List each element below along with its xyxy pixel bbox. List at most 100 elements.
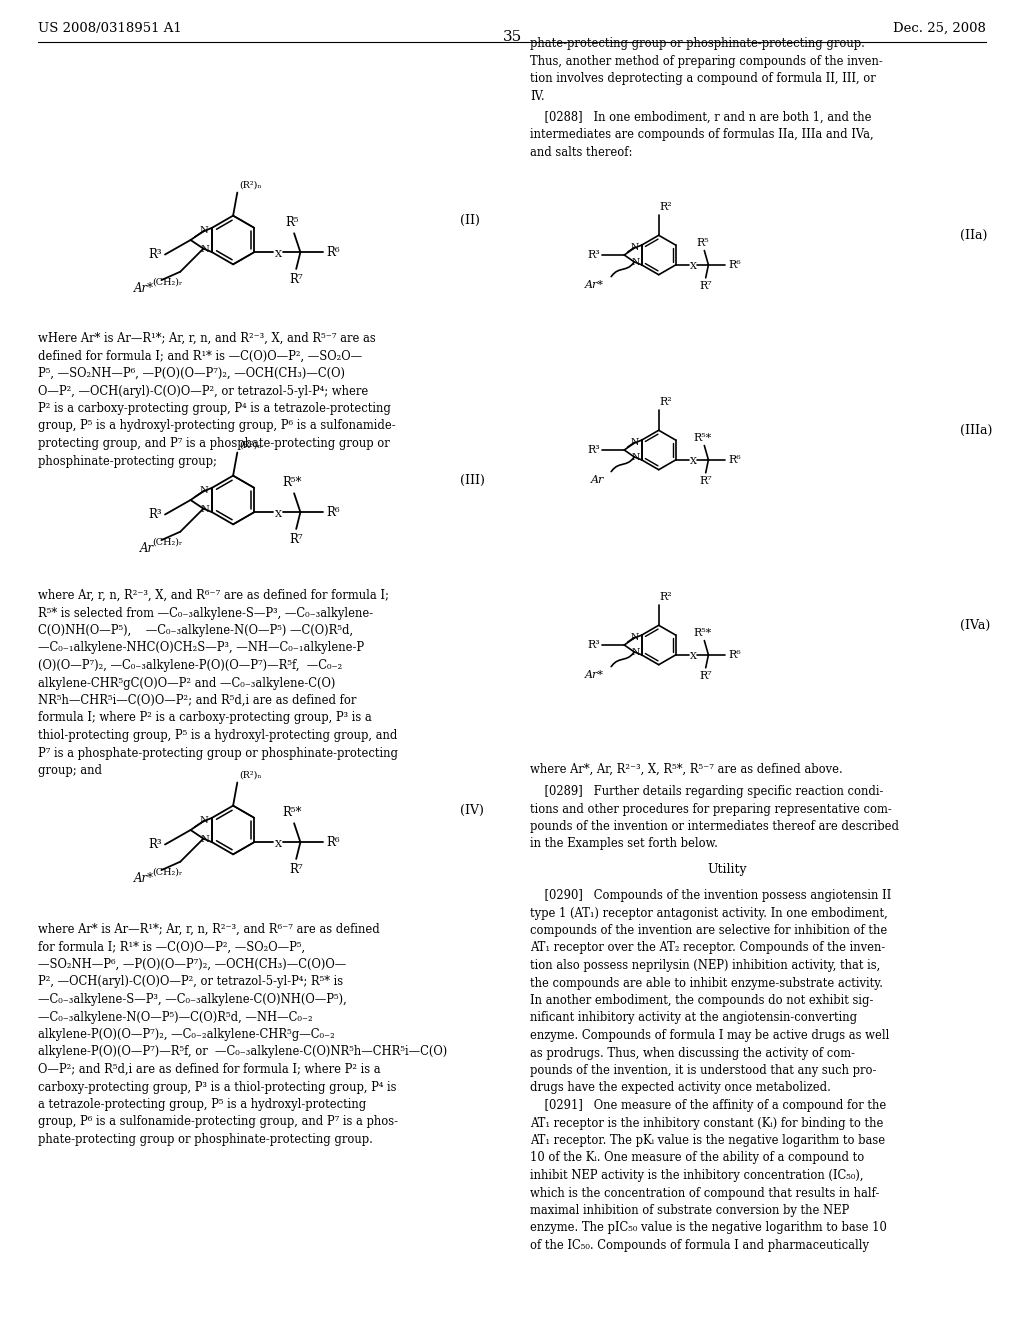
Text: R⁷: R⁷ (699, 475, 712, 486)
Text: In another embodiment, the compounds do not exhibit sig-: In another embodiment, the compounds do … (530, 994, 873, 1007)
Text: IV.: IV. (530, 90, 545, 103)
Text: alkylene-P(O)(O—P⁷)—R⁵f, or  —C₀₋₃alkylene-C(O)NR⁵h—CHR⁵i—C(O): alkylene-P(O)(O—P⁷)—R⁵f, or —C₀₋₃alkylen… (38, 1045, 447, 1059)
Text: —C₀₋₁alkylene-NHC(O)CH₂S—P³, —NH—C₀₋₁alkylene-P: —C₀₋₁alkylene-NHC(O)CH₂S—P³, —NH—C₀₋₁alk… (38, 642, 365, 655)
Text: formula I; where P² is a carboxy-protecting group, P³ is a: formula I; where P² is a carboxy-protect… (38, 711, 372, 725)
Text: N: N (199, 486, 208, 495)
Text: —C₀₋₃alkylene-N(O—P⁵)—C(O)R⁵d, —NH—C₀₋₂: —C₀₋₃alkylene-N(O—P⁵)—C(O)R⁵d, —NH—C₀₋₂ (38, 1011, 312, 1023)
Text: (O)(O—P⁷)₂, —C₀₋₃alkylene-P(O)(O—P⁷)—R⁵f,  —C₀₋₂: (O)(O—P⁷)₂, —C₀₋₃alkylene-P(O)(O—P⁷)—R⁵f… (38, 659, 342, 672)
Text: group, P⁵ is a hydroxyl-protecting group, P⁶ is a sulfonamide-: group, P⁵ is a hydroxyl-protecting group… (38, 420, 395, 433)
Text: R³: R³ (148, 248, 162, 261)
Text: —SO₂NH—P⁶, —P(O)(O—P⁷)₂, —OCH(CH₃)—C(O)O—: —SO₂NH—P⁶, —P(O)(O—P⁷)₂, —OCH(CH₃)—C(O)O… (38, 958, 346, 972)
Text: maximal inhibition of substrate conversion by the NEP: maximal inhibition of substrate conversi… (530, 1204, 849, 1217)
Text: N: N (630, 632, 639, 642)
Text: (IVa): (IVa) (961, 619, 990, 631)
Text: R⁷: R⁷ (290, 863, 303, 876)
Text: N: N (631, 648, 640, 657)
Text: intermediates are compounds of formulas IIa, IIIa and IVa,: intermediates are compounds of formulas … (530, 128, 873, 141)
Text: X: X (275, 510, 283, 519)
Text: P⁷ is a phosphate-protecting group or phosphinate-protecting: P⁷ is a phosphate-protecting group or ph… (38, 747, 398, 759)
Text: R⁶: R⁶ (327, 506, 340, 519)
Text: C(O)NH(O—P⁵),    —C₀₋₃alkylene-N(O—P⁵) —C(O)R⁵d,: C(O)NH(O—P⁵), —C₀₋₃alkylene-N(O—P⁵) —C(O… (38, 624, 353, 638)
Text: X: X (690, 457, 697, 466)
Text: X: X (275, 249, 283, 259)
Text: R²: R² (659, 591, 673, 602)
Text: tion also possess neprilysin (NEP) inhibition activity, that is,: tion also possess neprilysin (NEP) inhib… (530, 960, 881, 972)
Text: phate-protecting group or phosphinate-protecting group.: phate-protecting group or phosphinate-pr… (38, 1133, 373, 1146)
Text: R⁷: R⁷ (699, 281, 712, 290)
Text: NR⁵h—CHR⁵i—C(O)O—P²; and R⁵d,i are as defined for: NR⁵h—CHR⁵i—C(O)O—P²; and R⁵d,i are as de… (38, 694, 356, 708)
Text: (III): (III) (460, 474, 485, 487)
Text: Ar: Ar (140, 541, 155, 554)
Text: in the Examples set forth below.: in the Examples set forth below. (530, 837, 718, 850)
Text: R⁵* is selected from —C₀₋₃alkylene-S—P³, —C₀₋₃alkylene-: R⁵* is selected from —C₀₋₃alkylene-S—P³,… (38, 606, 373, 619)
Text: [0289]   Further details regarding specific reaction condi-: [0289] Further details regarding specifi… (530, 785, 884, 799)
Text: for formula I; R¹* is —C(O)O—P², —SO₂O—P⁵,: for formula I; R¹* is —C(O)O—P², —SO₂O—P… (38, 940, 305, 953)
Text: defined for formula I; and R¹* is —C(O)O—P², —SO₂O—: defined for formula I; and R¹* is —C(O)O… (38, 350, 362, 363)
Text: protecting group, and P⁷ is a phosphate-protecting group or: protecting group, and P⁷ is a phosphate-… (38, 437, 390, 450)
Text: R⁶: R⁶ (728, 649, 740, 660)
Text: where Ar* is Ar—R¹*; Ar, r, n, R²⁻³, and R⁶⁻⁷ are as defined: where Ar* is Ar—R¹*; Ar, r, n, R²⁻³, and… (38, 923, 380, 936)
Text: where Ar*, Ar, R²⁻³, X, R⁵*, R⁵⁻⁷ are as defined above.: where Ar*, Ar, R²⁻³, X, R⁵*, R⁵⁻⁷ are as… (530, 763, 843, 776)
Text: R⁶: R⁶ (728, 260, 740, 269)
Text: (R²)ₙ: (R²)ₙ (240, 441, 262, 450)
Text: R²: R² (659, 202, 673, 213)
Text: N: N (199, 816, 208, 825)
Text: R⁵*: R⁵* (283, 477, 302, 490)
Text: 35: 35 (503, 30, 521, 44)
Text: alkylene-CHR⁵gC(O)O—P² and —C₀₋₃alkylene-C(O): alkylene-CHR⁵gC(O)O—P² and —C₀₋₃alkylene… (38, 676, 336, 689)
Text: —C₀₋₃alkylene-S—P³, —C₀₋₃alkylene-C(O)NH(O—P⁵),: —C₀₋₃alkylene-S—P³, —C₀₋₃alkylene-C(O)NH… (38, 993, 347, 1006)
Text: Ar: Ar (591, 475, 604, 484)
Text: P⁵, —SO₂NH—P⁶, —P(O)(O—P⁷)₂, —OCH(CH₃)—C(O): P⁵, —SO₂NH—P⁶, —P(O)(O—P⁷)₂, —OCH(CH₃)—C… (38, 367, 345, 380)
Text: (CH₂)ᵣ: (CH₂)ᵣ (152, 537, 182, 546)
Text: compounds of the invention are selective for inhibition of the: compounds of the invention are selective… (530, 924, 887, 937)
Text: R⁵*: R⁵* (693, 433, 712, 442)
Text: Ar*: Ar* (585, 669, 604, 680)
Text: R³: R³ (148, 838, 162, 851)
Text: Utility: Utility (708, 863, 746, 876)
Text: R³: R³ (588, 640, 600, 649)
Text: alkylene-P(O)(O—P⁷)₂, —C₀₋₂alkylene-CHR⁵g—C₀₋₂: alkylene-P(O)(O—P⁷)₂, —C₀₋₂alkylene-CHR⁵… (38, 1028, 335, 1041)
Text: tions and other procedures for preparing representative com-: tions and other procedures for preparing… (530, 803, 892, 816)
Text: O—P²; and R⁵d,i are as defined for formula I; where P² is a: O—P²; and R⁵d,i are as defined for formu… (38, 1063, 381, 1076)
Text: (R²)ₙ: (R²)ₙ (240, 181, 262, 190)
Text: as prodrugs. Thus, when discussing the activity of com-: as prodrugs. Thus, when discussing the a… (530, 1047, 855, 1060)
Text: carboxy-protecting group, P³ is a thiol-protecting group, P⁴ is: carboxy-protecting group, P³ is a thiol-… (38, 1081, 396, 1093)
Text: R³: R³ (588, 445, 600, 455)
Text: R⁷: R⁷ (290, 533, 303, 546)
Text: R²: R² (659, 397, 673, 407)
Text: AT₁ receptor. The pKᵢ value is the negative logarithm to base: AT₁ receptor. The pKᵢ value is the negat… (530, 1134, 885, 1147)
Text: R⁵*: R⁵* (693, 627, 712, 638)
Text: where Ar, r, n, R²⁻³, X, and R⁶⁻⁷ are as defined for formula I;: where Ar, r, n, R²⁻³, X, and R⁶⁻⁷ are as… (38, 589, 389, 602)
Text: which is the concentration of compound that results in half-: which is the concentration of compound t… (530, 1187, 880, 1200)
Text: US 2008/0318951 A1: US 2008/0318951 A1 (38, 22, 181, 36)
Text: [0288]   In one embodiment, r and n are both 1, and the: [0288] In one embodiment, r and n are bo… (530, 111, 871, 124)
Text: (II): (II) (460, 214, 480, 227)
Text: P², —OCH(aryl)-C(O)O—P², or tetrazol-5-yl-P⁴; R⁵* is: P², —OCH(aryl)-C(O)O—P², or tetrazol-5-y… (38, 975, 343, 989)
Text: nificant inhibitory activity at the angiotensin-converting: nificant inhibitory activity at the angi… (530, 1011, 857, 1024)
Text: a tetrazole-protecting group, P⁵ is a hydroxyl-protecting: a tetrazole-protecting group, P⁵ is a hy… (38, 1098, 367, 1111)
Text: type 1 (AT₁) receptor antagonist activity. In one embodiment,: type 1 (AT₁) receptor antagonist activit… (530, 907, 888, 920)
Text: AT₁ receptor over the AT₂ receptor. Compounds of the inven-: AT₁ receptor over the AT₂ receptor. Comp… (530, 941, 886, 954)
Text: Ar*: Ar* (585, 280, 604, 289)
Text: (CH₂)ᵣ: (CH₂)ᵣ (152, 277, 182, 286)
Text: R⁷: R⁷ (699, 671, 712, 681)
Text: drugs have the expected activity once metabolized.: drugs have the expected activity once me… (530, 1081, 830, 1094)
Text: phosphinate-protecting group;: phosphinate-protecting group; (38, 454, 217, 467)
Text: the compounds are able to inhibit enzyme-substrate activity.: the compounds are able to inhibit enzyme… (530, 977, 883, 990)
Text: N: N (631, 259, 640, 268)
Text: [0290]   Compounds of the invention possess angiotensin II: [0290] Compounds of the invention posses… (530, 888, 891, 902)
Text: N: N (200, 836, 209, 843)
Text: tion involves deprotecting a compound of formula II, III, or: tion involves deprotecting a compound of… (530, 73, 876, 84)
Text: [0291]   One measure of the affinity of a compound for the: [0291] One measure of the affinity of a … (530, 1100, 886, 1111)
Text: (IV): (IV) (460, 804, 484, 817)
Text: Ar*: Ar* (134, 281, 155, 294)
Text: (CH₂)ᵣ: (CH₂)ᵣ (152, 867, 182, 876)
Text: AT₁ receptor is the inhibitory constant (Kᵢ) for binding to the: AT₁ receptor is the inhibitory constant … (530, 1117, 884, 1130)
Text: pounds of the invention or intermediates thereof are described: pounds of the invention or intermediates… (530, 820, 899, 833)
Text: (IIa): (IIa) (961, 228, 987, 242)
Text: P² is a carboxy-protecting group, P⁴ is a tetrazole-protecting: P² is a carboxy-protecting group, P⁴ is … (38, 403, 391, 414)
Text: thiol-protecting group, P⁵ is a hydroxyl-protecting group, and: thiol-protecting group, P⁵ is a hydroxyl… (38, 729, 397, 742)
Text: group, P⁶ is a sulfonamide-protecting group, and P⁷ is a phos-: group, P⁶ is a sulfonamide-protecting gr… (38, 1115, 398, 1129)
Text: O—P², —OCH(aryl)-C(O)O—P², or tetrazol-5-yl-P⁴; where: O—P², —OCH(aryl)-C(O)O—P², or tetrazol-5… (38, 384, 369, 397)
Text: pounds of the invention, it is understood that any such pro-: pounds of the invention, it is understoo… (530, 1064, 877, 1077)
